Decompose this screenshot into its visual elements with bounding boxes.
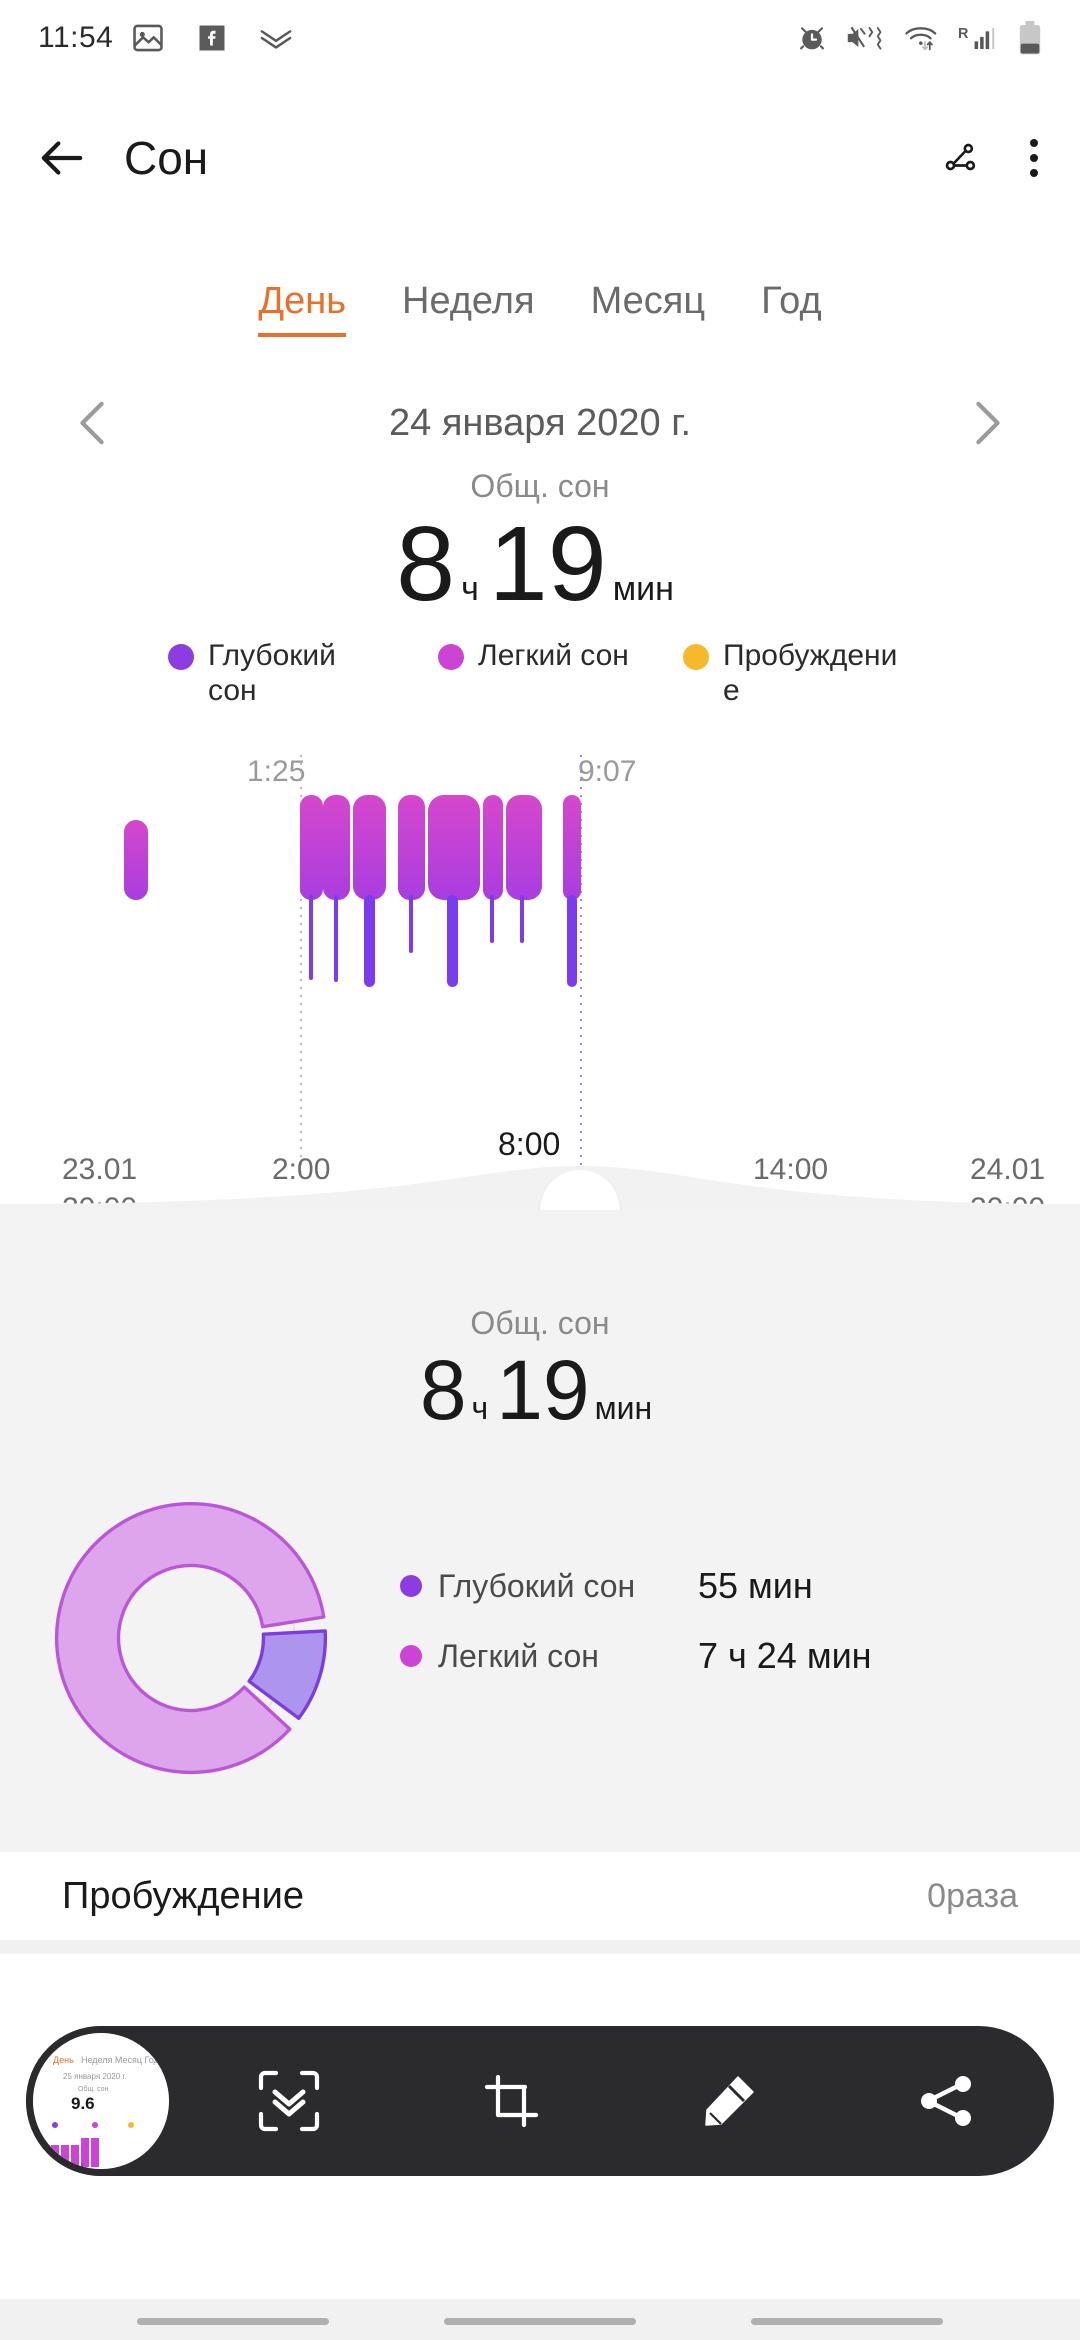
svg-text:Неделя Месяц Год: Неделя Месяц Год	[81, 2055, 160, 2065]
svg-text:R: R	[958, 26, 969, 42]
svg-text:День: День	[53, 2055, 74, 2065]
svg-text:Общ. сон: Общ. сон	[78, 2085, 109, 2093]
svg-text:9.6: 9.6	[71, 2094, 95, 2113]
svg-text:25 января 2020 г.: 25 января 2020 г.	[63, 2072, 127, 2081]
